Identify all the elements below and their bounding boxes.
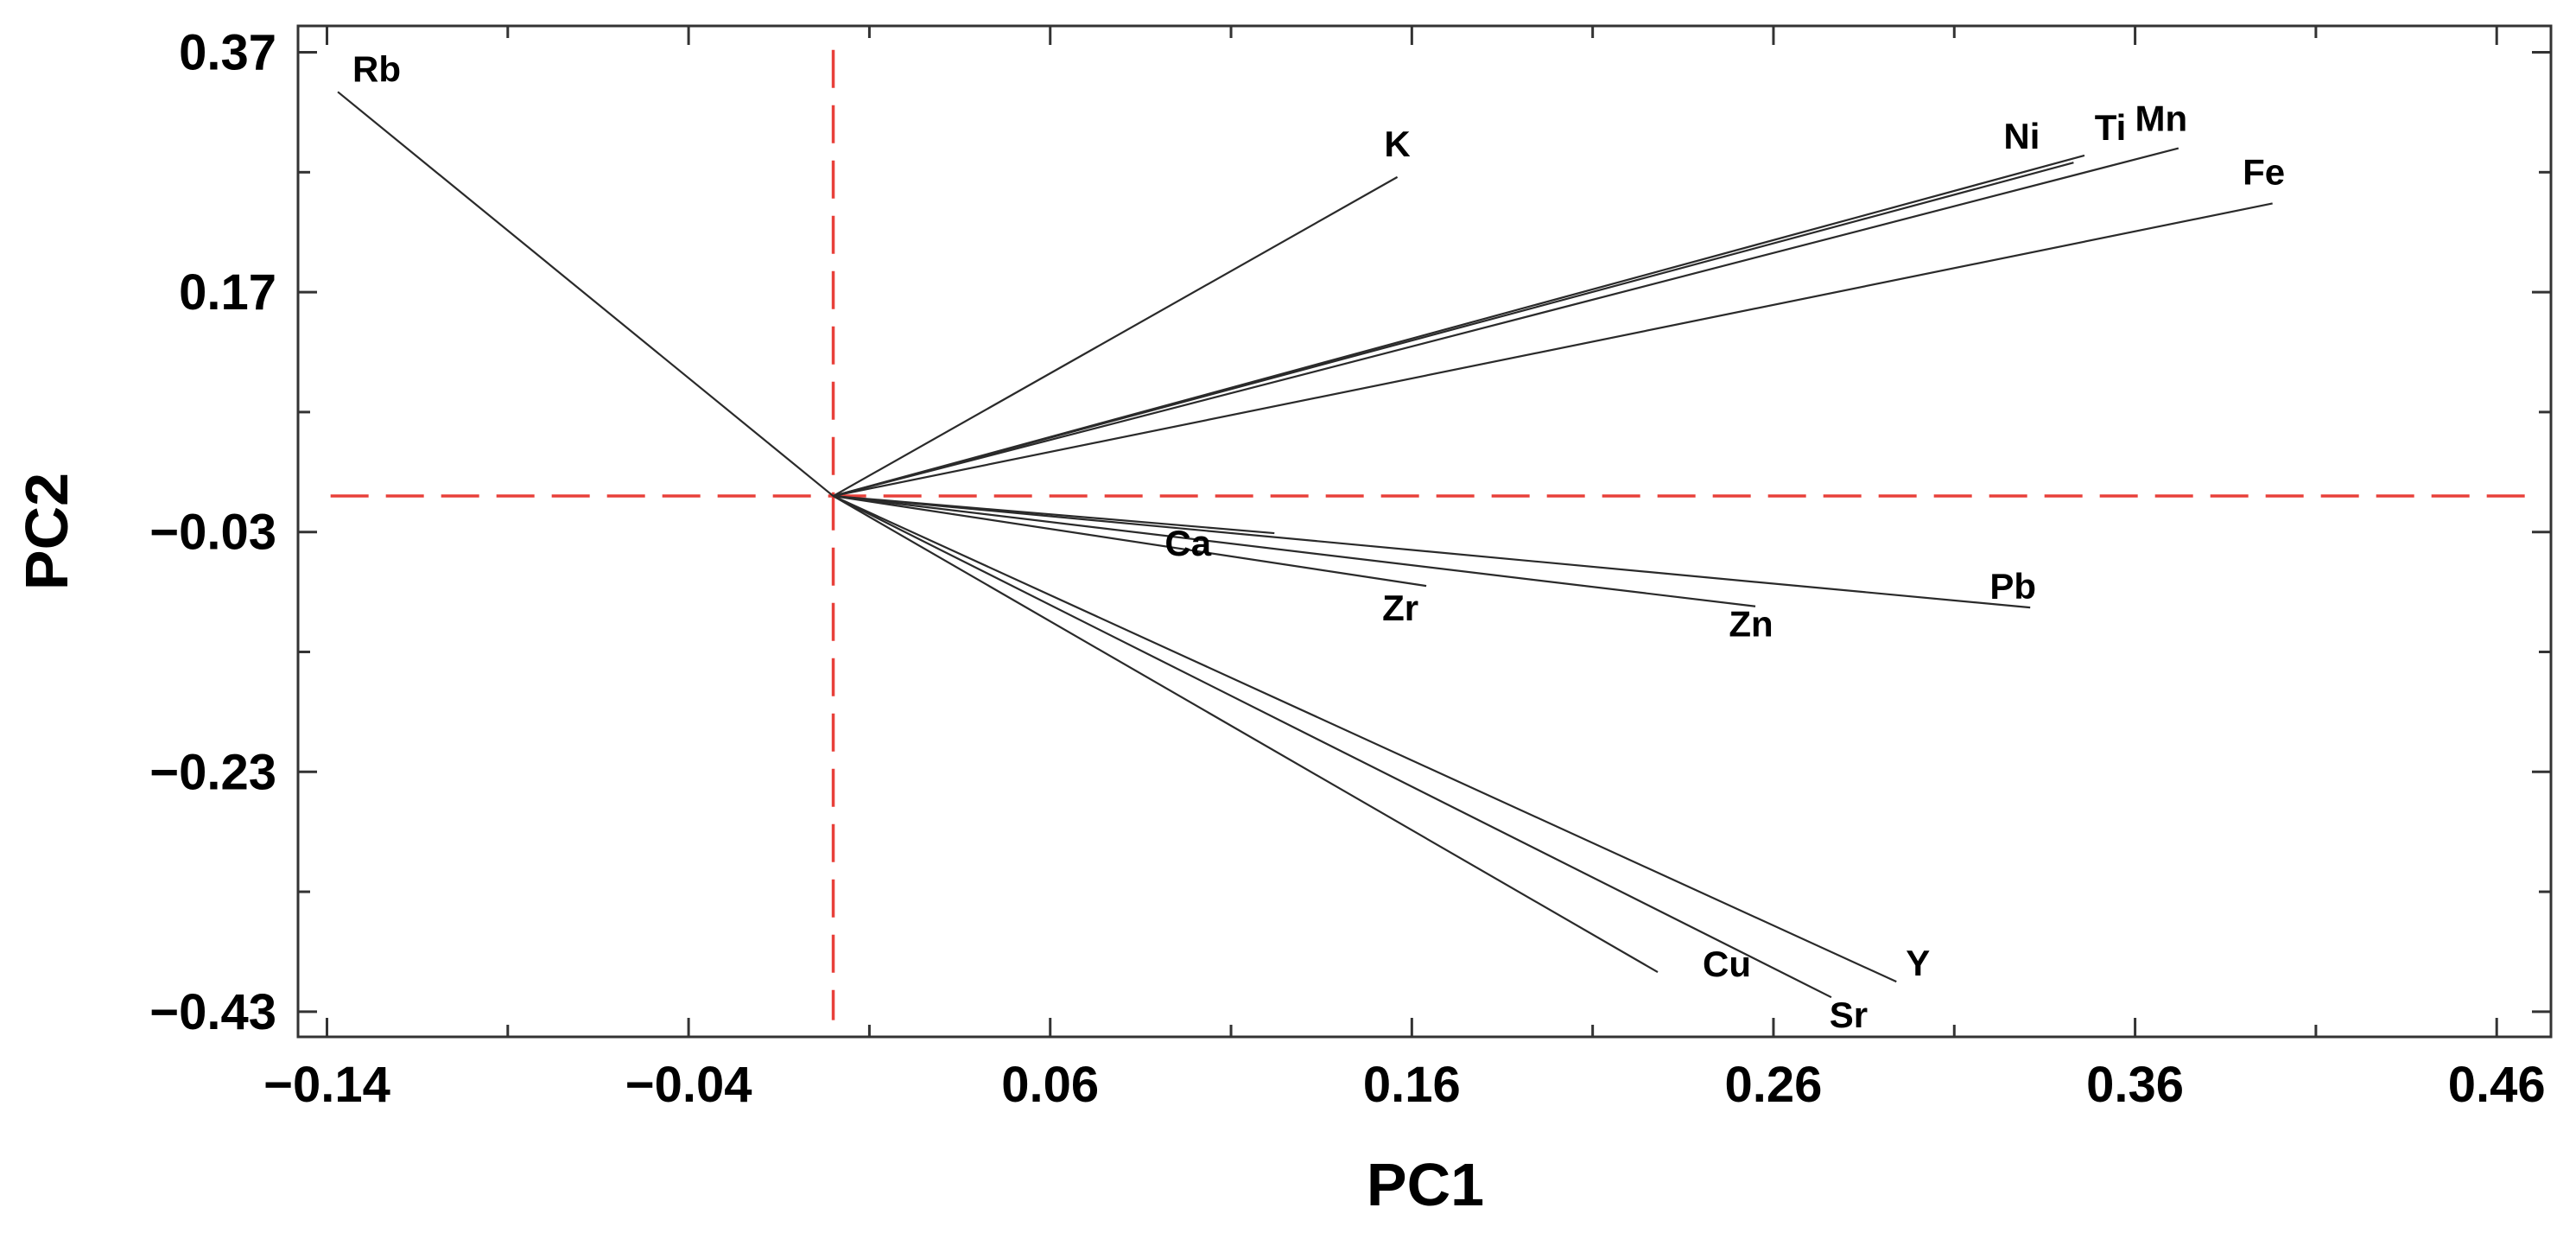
x-tick-label: 0.36	[2086, 1057, 2184, 1113]
vector-rb	[337, 91, 834, 497]
vector-zr	[833, 494, 1427, 588]
x-axis-title: PC1	[1367, 1151, 1484, 1218]
vector-labels: Rb K Ni Ti Mn Fe Ca Zr Zn Pb Cu Sr Y	[352, 48, 2285, 1035]
label-k: K	[1384, 124, 1410, 164]
label-cu: Cu	[1703, 944, 1751, 984]
label-ti: Ti	[2095, 107, 2127, 148]
label-ni: Ni	[2003, 116, 2040, 156]
y-tick-labels: 0.37 0.17 −0.03 −0.23 −0.43	[149, 25, 276, 1040]
label-pb: Pb	[1989, 566, 2036, 607]
label-sr: Sr	[1830, 995, 1868, 1035]
y-tick-label: −0.03	[149, 505, 276, 561]
plot-frame	[296, 24, 2553, 1039]
label-fe: Fe	[2243, 151, 2285, 192]
vector-cu	[833, 495, 1659, 974]
label-y: Y	[1906, 943, 1930, 983]
y-tick-label: −0.43	[149, 984, 276, 1040]
vector-mn	[833, 147, 2179, 498]
loading-vectors	[337, 91, 2273, 999]
vector-sr	[833, 495, 1832, 999]
vector-fe	[833, 202, 2273, 498]
x-tick-label: 0.46	[2448, 1057, 2546, 1113]
y-tick-label: 0.17	[179, 264, 276, 321]
vector-ti	[833, 154, 2085, 498]
label-rb: Rb	[352, 48, 401, 89]
axis-ticks	[298, 26, 2551, 1037]
vector-zn	[833, 494, 1756, 607]
vector-y	[833, 495, 1897, 983]
label-mn: Mn	[2135, 99, 2187, 139]
x-tick-label: 0.06	[1001, 1057, 1099, 1113]
vector-pb	[833, 494, 2031, 609]
x-tick-labels: −0.14 −0.04 0.06 0.16 0.26 0.36 0.46	[263, 1057, 2546, 1113]
label-ca: Ca	[1164, 523, 1211, 563]
reference-lines	[330, 49, 2529, 1020]
y-tick-label: −0.23	[149, 744, 276, 800]
vector-k	[833, 175, 1399, 498]
label-zn: Zn	[1729, 604, 1773, 645]
x-tick-label: −0.14	[263, 1057, 390, 1113]
x-tick-label: 0.16	[1363, 1057, 1461, 1113]
y-axis-title: PC2	[13, 473, 80, 590]
x-tick-label: −0.04	[625, 1057, 752, 1113]
label-zr: Zr	[1382, 588, 1418, 628]
y-tick-label: 0.37	[179, 25, 276, 81]
x-tick-label: 0.26	[1725, 1057, 1823, 1113]
